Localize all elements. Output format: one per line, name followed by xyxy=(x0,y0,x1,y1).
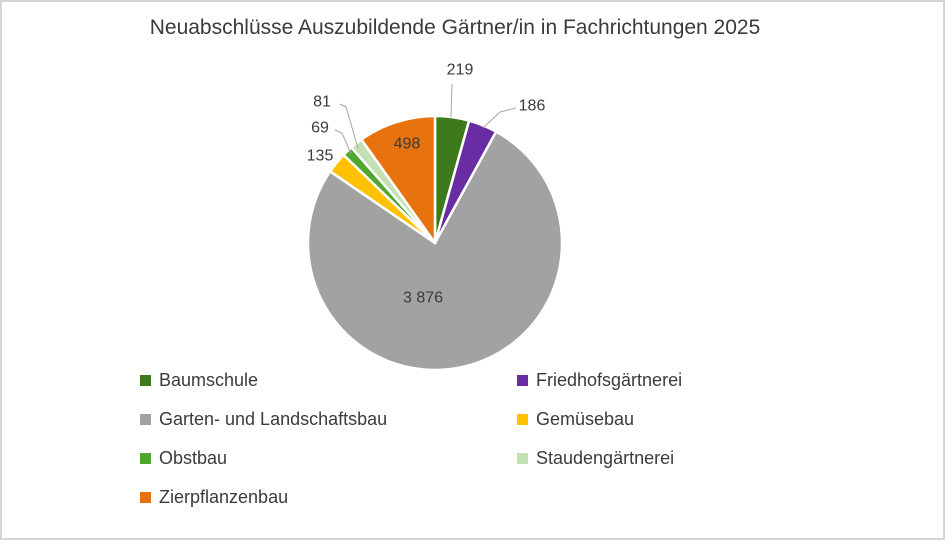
legend-marker-icon xyxy=(140,492,151,503)
legend-item-baumschule: Baumschule xyxy=(140,361,517,400)
legend-marker-icon xyxy=(140,375,151,386)
legend-label: Obstbau xyxy=(159,448,228,468)
data-label-friedhofsgärtnerei: 186 xyxy=(519,98,546,115)
legend-item-friedhofsgärtnerei: Friedhofsgärtnerei xyxy=(517,361,682,400)
leader-line-baumschule xyxy=(450,83,453,118)
data-label-garten-und-landschaftsbau: 3 876 xyxy=(403,290,443,307)
legend-item-obstbau: Obstbau xyxy=(140,439,517,478)
legend-label: Friedhofsgärtnerei xyxy=(536,370,683,390)
legend-label: Staudengärtnerei xyxy=(536,448,675,468)
legend-marker-icon xyxy=(517,414,528,425)
data-label-baumschule: 219 xyxy=(447,62,474,79)
legend-label: Gemüsebau xyxy=(536,409,635,429)
data-label-zierpflanzenbau: 498 xyxy=(394,136,421,153)
legend-item-staudengärtnerei: Staudengärtnerei xyxy=(517,439,682,478)
leader-line-friedhofsgärtnerei xyxy=(482,107,517,129)
legend-marker-icon xyxy=(140,453,151,464)
legend-marker-icon xyxy=(140,414,151,425)
legend-label: Zierpflanzenbau xyxy=(159,487,289,507)
data-label-gemüsebau: 135 xyxy=(307,148,334,165)
pie-slice-zierpflanzenbau xyxy=(360,114,437,245)
legend-item-gemüsebau: Gemüsebau xyxy=(517,400,682,439)
legend-marker-icon xyxy=(517,453,528,464)
legend-item-garten-und-landschaftsbau: Garten- und Landschaftsbau xyxy=(140,400,517,439)
chart-title: Neuabschlüsse Auszubildende Gärtner/in i… xyxy=(149,16,761,39)
leader-line-obstbau xyxy=(334,129,352,155)
legend-marker-icon xyxy=(517,375,528,386)
data-label-staudengärtnerei: 81 xyxy=(313,94,331,111)
legend-label: Baumschule xyxy=(159,370,259,390)
legend-item-zierpflanzenbau: Zierpflanzenbau xyxy=(140,478,517,517)
pie-slice-garten-und-landschaftsbau xyxy=(306,130,564,372)
chart-legend: Baumschule Friedhofsgärtnerei Garten- und … xyxy=(140,361,682,517)
legend-label: Garten- und Landschaftsbau xyxy=(159,409,388,429)
leader-line-staudengärtnerei xyxy=(339,103,359,149)
data-label-obstbau: 69 xyxy=(311,120,329,137)
